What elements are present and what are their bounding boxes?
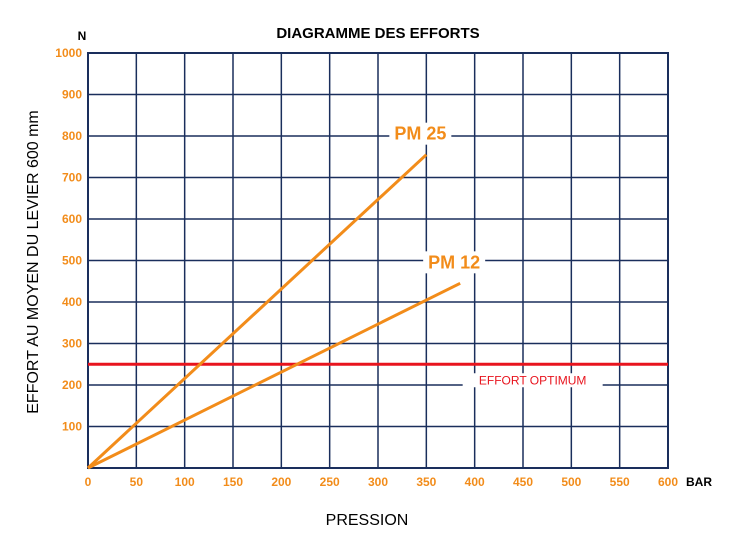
x-tick-label: 350 <box>416 475 436 489</box>
x-tick-label: 200 <box>271 475 291 489</box>
y-tick-label: 600 <box>62 212 82 226</box>
y-tick-label: 400 <box>62 295 82 309</box>
x-tick-label: 250 <box>320 475 340 489</box>
y-tick-label: 900 <box>62 88 82 102</box>
y-tick-label: 100 <box>62 420 82 434</box>
x-tick-label: 100 <box>175 475 195 489</box>
series-label: PM 25 <box>394 124 446 144</box>
x-unit-label: BAR <box>686 475 712 489</box>
reference-line-group: EFFORT OPTIMUM <box>88 362 668 388</box>
series-line <box>86 153 428 470</box>
grid <box>87 52 669 469</box>
y-tick-label: 700 <box>62 171 82 185</box>
x-tick-labels: 0 50 100 150 200 250 300 350 400 450 500 550 600 <box>85 475 679 489</box>
x-tick-label: 50 <box>130 475 144 489</box>
x-tick-label: 600 <box>658 475 678 489</box>
y-axis-label: EFFORT AU MOYEN DU LEVIER 600 mm <box>25 110 42 413</box>
reference-label-background <box>462 373 603 388</box>
x-axis-label: PRESSION <box>326 512 409 529</box>
x-tick-label: 550 <box>610 475 630 489</box>
y-tick-label: 200 <box>62 378 82 392</box>
y-unit-label: N <box>78 29 87 43</box>
x-tick-label: 0 <box>85 475 92 489</box>
y-tick-label: 300 <box>62 337 82 351</box>
x-tick-label: 150 <box>223 475 243 489</box>
x-tick-label: 400 <box>465 475 485 489</box>
series-label-background <box>389 122 452 145</box>
series-label: PM 12 <box>428 252 480 272</box>
y-tick-label: 500 <box>62 254 82 268</box>
y-tick-label: 800 <box>62 129 82 143</box>
x-tick-label: 500 <box>561 475 581 489</box>
x-tick-label: 450 <box>513 475 533 489</box>
series-group: PM 25 PM 12 <box>86 122 486 470</box>
reference-label: EFFORT OPTIMUM <box>479 373 587 387</box>
chart-title: DIAGRAMME DES EFFORTS <box>276 25 479 42</box>
series-label-background <box>423 251 486 274</box>
x-tick-label: 300 <box>368 475 388 489</box>
series-line <box>87 281 461 470</box>
y-tick-label: 1000 <box>55 46 82 60</box>
y-tick-labels: 100 200 300 400 500 600 700 800 900 1000 <box>55 46 82 434</box>
